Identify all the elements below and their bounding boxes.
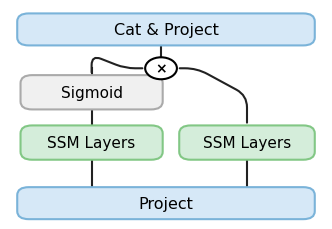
Circle shape: [145, 58, 177, 80]
Text: SSM Layers: SSM Layers: [47, 136, 136, 150]
Text: ×: ×: [155, 62, 167, 76]
Text: Sigmoid: Sigmoid: [61, 85, 123, 100]
FancyBboxPatch shape: [179, 126, 315, 160]
FancyBboxPatch shape: [21, 126, 163, 160]
Text: Project: Project: [138, 196, 194, 211]
FancyBboxPatch shape: [17, 187, 315, 219]
Text: Cat & Project: Cat & Project: [114, 23, 218, 38]
FancyBboxPatch shape: [21, 76, 163, 110]
FancyBboxPatch shape: [17, 14, 315, 46]
Text: SSM Layers: SSM Layers: [203, 136, 291, 150]
